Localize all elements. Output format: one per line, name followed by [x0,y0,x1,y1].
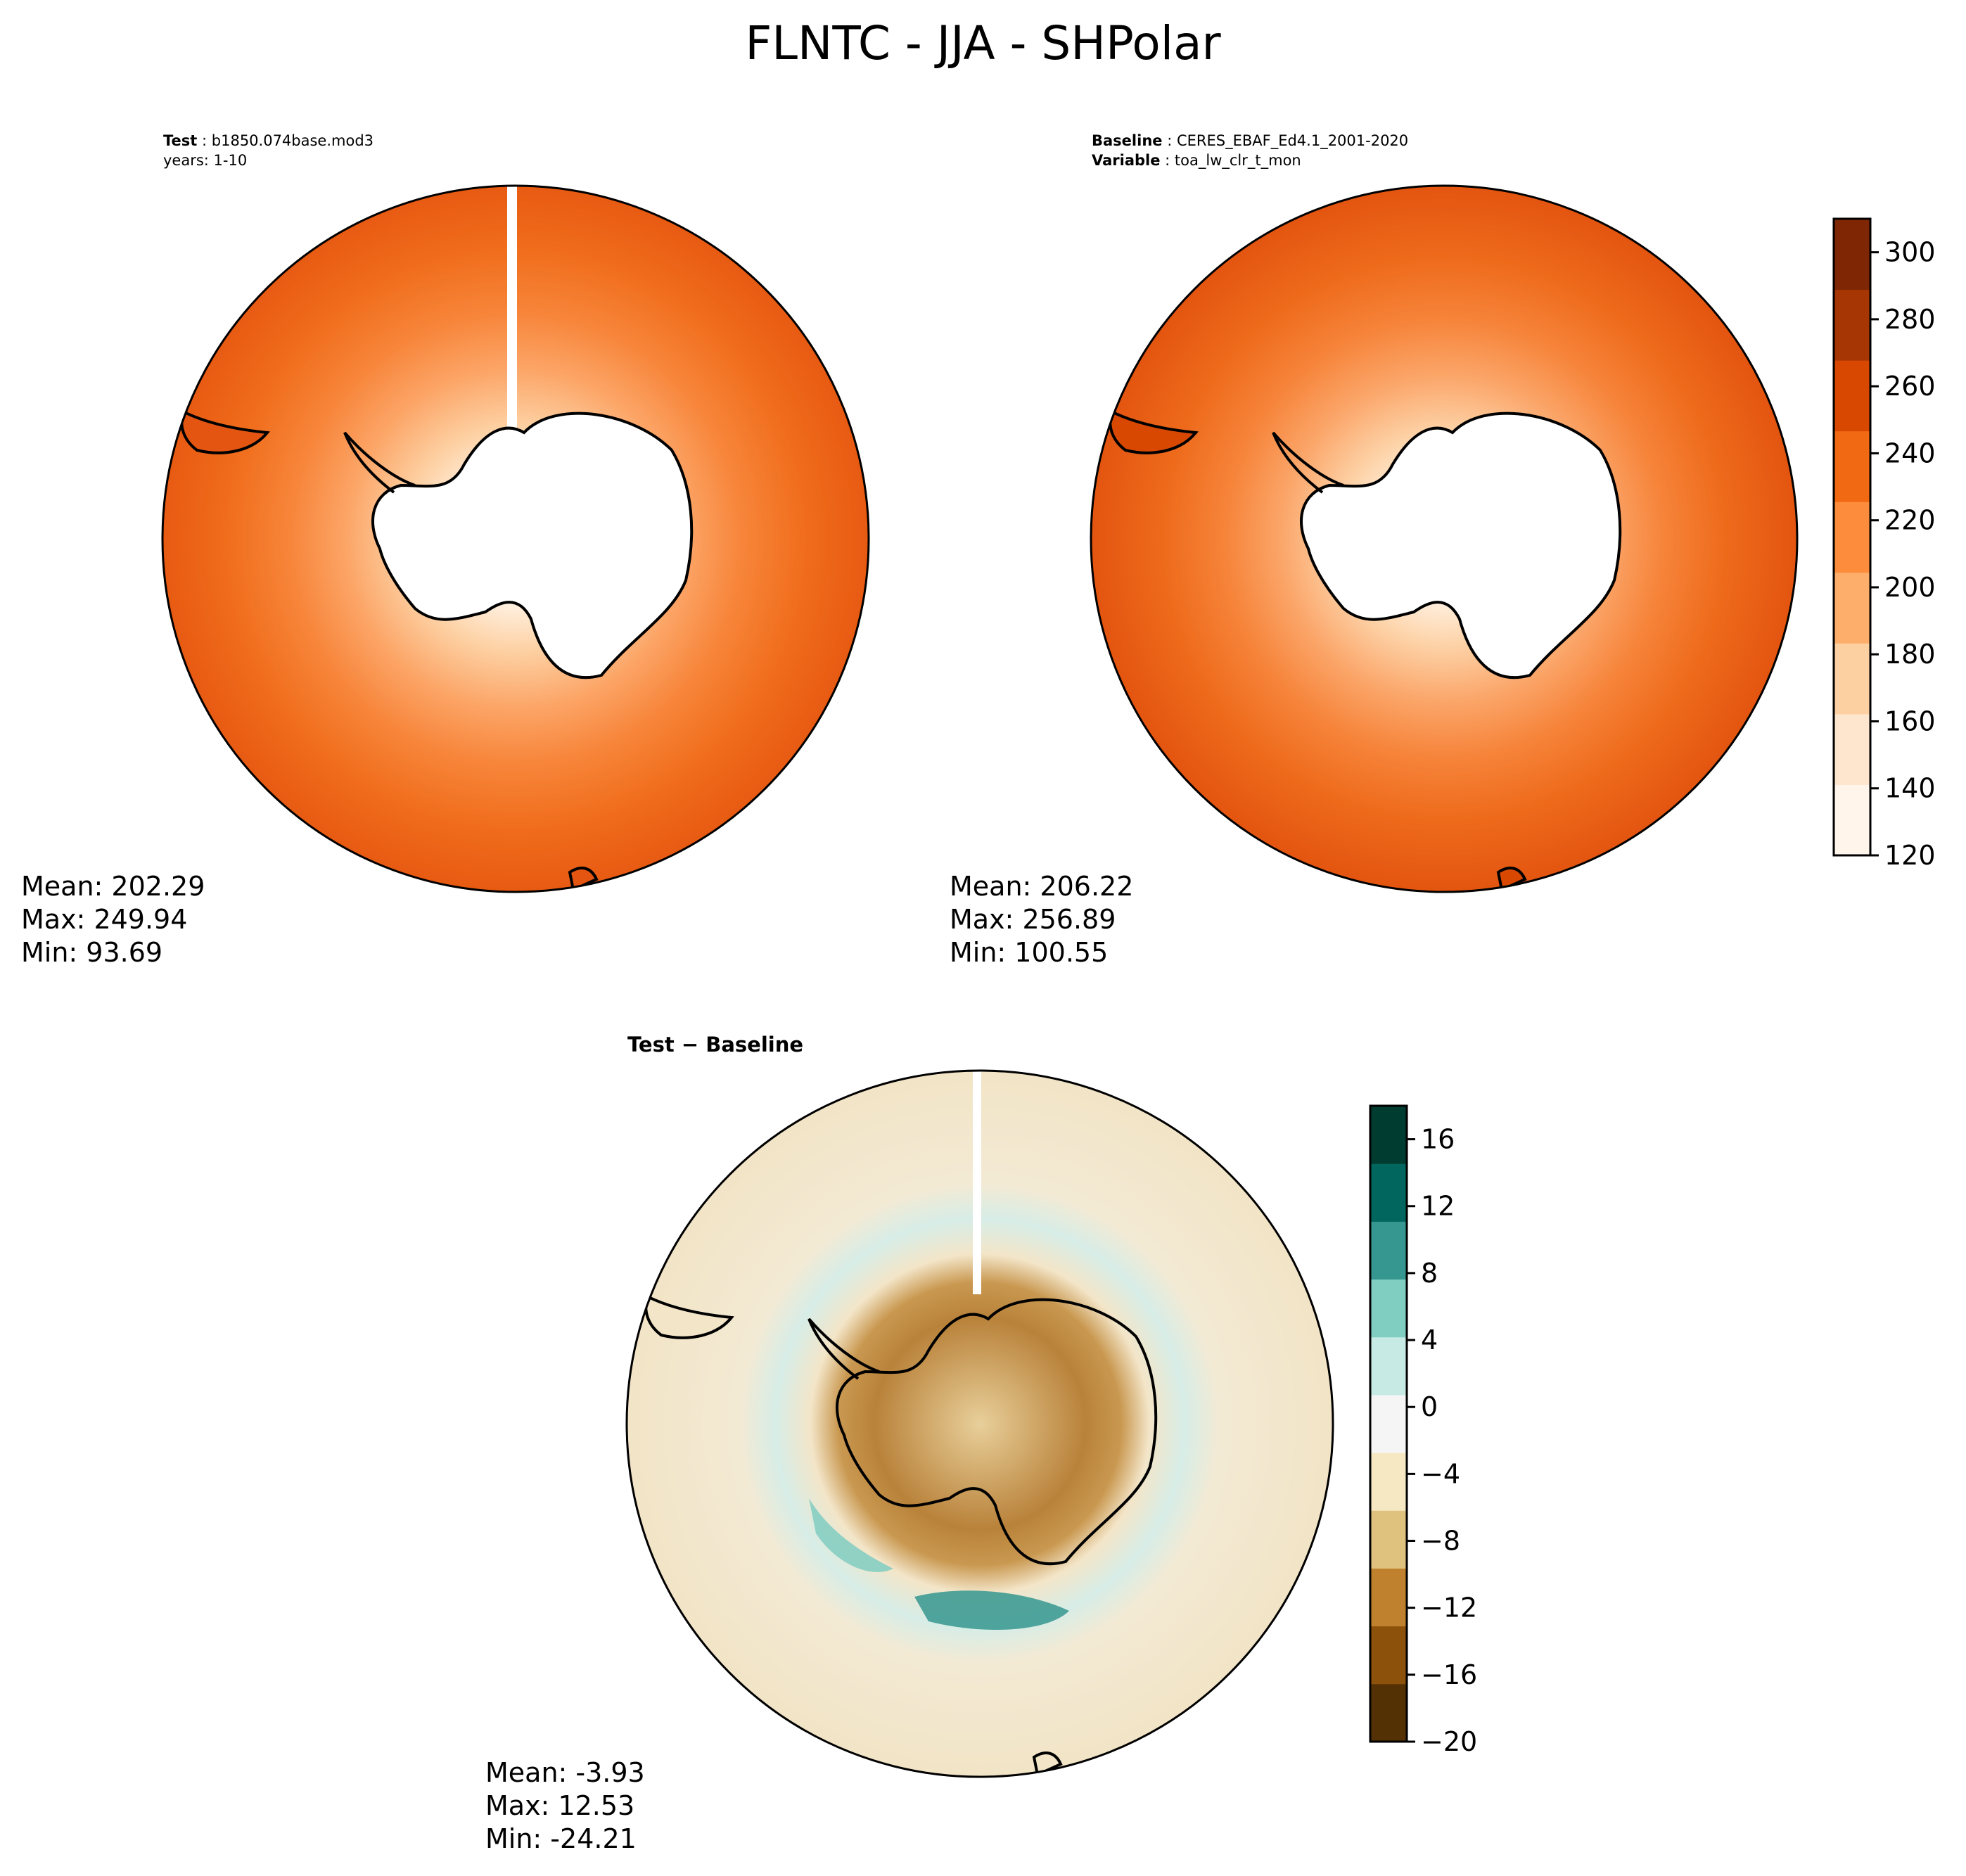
test-header: Test : b1850.074base.mod3 years: 1-10 [163,132,374,169]
test-min: Min: 93.69 [21,937,163,968]
main-colorbar-tick-label: 120 [1884,840,1936,871]
diff-colorbar-band [1370,1510,1407,1569]
main-colorbar-tick-label: 220 [1884,505,1936,536]
main-colorbar: 120 140 160 180 200 220 240 260 280 300 [1832,217,1936,871]
baseline-min: Min: 100.55 [950,937,1109,968]
diff-south-america-coastline [644,1294,734,1339]
main-colorbar-band [1834,502,1870,573]
diff-map-boundary [625,1069,1334,1778]
test-years: years: 1-10 [163,152,248,169]
diff-colorbar-frame [1369,1104,1408,1743]
baseline-map-boundary [1090,184,1799,893]
test-south-america-coastline [180,409,270,454]
diff-colorbar-band [1370,1163,1407,1222]
diff-title: Test − Baseline [627,1033,804,1057]
figure-title: FLNTC - JJA - SHPolar [745,16,1221,70]
diff-colorbar-tick-label: −20 [1421,1726,1477,1757]
test-antarctica-coastline [371,411,694,679]
main-colorbar-tick-label: 300 [1884,237,1936,268]
main-colorbar-band [1834,572,1870,644]
baseline-stats: Mean: 206.22 Max: 256.89 Min: 100.55 [950,870,1133,969]
diff-colorbar-tick-label: 4 [1421,1325,1438,1355]
baseline-antarctica-coastline [1300,411,1622,679]
baseline-label-value: CERES_EBAF_Ed4.1_2001-2020 [1176,132,1409,149]
test-stats: Mean: 202.29 Max: 249.94 Min: 93.69 [21,870,205,969]
diff-colorbar-tick-label: −12 [1421,1593,1477,1623]
diff-colorbar-band [1370,1106,1407,1164]
main-colorbar-band [1834,360,1870,432]
main-colorbar-tick-label: 160 [1884,706,1936,736]
baseline-header: Baseline : CERES_EBAF_Ed4.1_2001-2020 Va… [1092,132,1409,169]
main-colorbar-tick-label: 240 [1884,438,1936,468]
diff-colorbar-band [1370,1683,1407,1742]
main-colorbar-tick-label: 260 [1884,371,1936,402]
baseline-variable-key: Variable [1092,152,1161,169]
test-mean: Mean: 202.29 [21,871,205,902]
baseline-variable-value: toa_lw_clr_t_mon [1174,152,1301,169]
diff-island-coastline [1032,1751,1063,1777]
diff-map-field [627,1071,1333,1777]
diff-colorbar-tick-label: −4 [1421,1458,1460,1489]
test-max: Max: 249.94 [21,904,188,935]
test-map-boundary [161,184,870,893]
baseline-max: Max: 256.89 [950,904,1116,935]
diff-colorbar-tick-label: −16 [1421,1659,1477,1690]
main-colorbar-frame [1832,217,1872,857]
diff-colorbar-band [1370,1221,1407,1280]
diff-peninsula-coastline [808,1317,880,1380]
diff-map-missing-strip [973,1071,981,1294]
test-map-missing-strip [507,186,517,471]
diff-colorbar-band [1370,1336,1407,1396]
diff-colorbar-tick-label: 12 [1421,1191,1455,1222]
main-colorbar-band [1834,430,1870,502]
diff-colorbar-tick-label: 16 [1421,1124,1455,1155]
diff-colorbar-tick-label: 8 [1421,1258,1438,1289]
diff-mean: Mean: -3.93 [485,1757,645,1788]
test-island-coastline [568,867,599,892]
diff-colorbar: −20 −16 −12 −8 −4 0 4 8 12 16 [1369,1104,1477,1757]
diff-map [625,1069,1334,1778]
test-label-key: Test [163,132,198,149]
baseline-island-coastline [1496,867,1527,892]
diff-stats: Mean: -3.93 Max: 12.53 Min: -24.21 [485,1756,645,1856]
diff-colorbar-tick-label: −8 [1421,1526,1460,1557]
test-map [161,184,870,893]
baseline-map [1090,184,1799,893]
main-colorbar-tick-label: 140 [1884,773,1936,804]
main-colorbar-tick-label: 280 [1884,304,1936,335]
diff-colorbar-band [1370,1279,1407,1338]
main-colorbar-band [1834,713,1870,785]
baseline-label-key: Baseline [1092,132,1163,149]
diff-max: Max: 12.53 [485,1790,635,1821]
test-peninsula-coastline [343,431,416,494]
diff-positive-anomaly-2 [809,1498,893,1572]
diff-antarctica-coastline [836,1298,1158,1566]
main-colorbar-band [1834,784,1870,856]
main-colorbar-band [1834,643,1870,715]
diff-colorbar-band [1370,1626,1407,1685]
main-colorbar-tick-label: 180 [1884,639,1936,670]
main-colorbar-band [1834,289,1870,361]
baseline-south-america-coastline [1109,409,1199,454]
diff-colorbar-band [1370,1394,1407,1453]
baseline-mean: Mean: 206.22 [950,871,1134,902]
test-label-value: b1850.074base.mod3 [211,132,374,149]
diff-colorbar-tick-label: 0 [1421,1391,1438,1422]
baseline-peninsula-coastline [1272,431,1344,494]
main-colorbar-band [1834,219,1870,291]
diff-positive-anomaly [914,1590,1069,1630]
diff-colorbar-band [1370,1453,1407,1511]
main-colorbar-tick-label: 200 [1884,572,1936,603]
diff-colorbar-band [1370,1568,1407,1627]
diff-min: Min: -24.21 [485,1823,637,1854]
